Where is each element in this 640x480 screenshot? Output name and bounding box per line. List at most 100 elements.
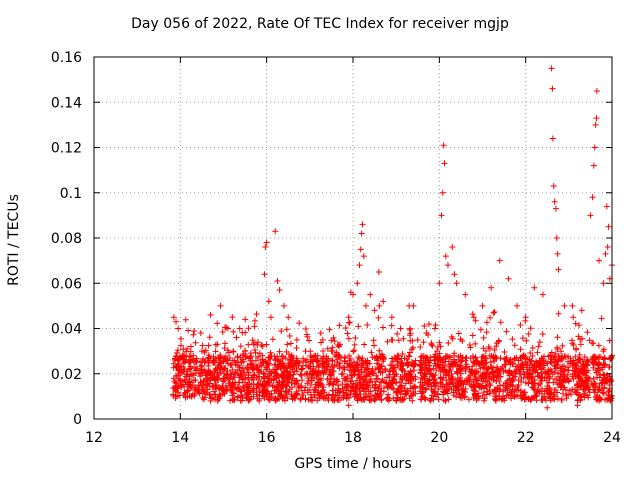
roti-point: [542, 369, 549, 376]
roti-point: [472, 317, 479, 324]
roti-point: [524, 369, 531, 376]
roti-point: [174, 357, 181, 364]
roti-point: [296, 320, 303, 327]
roti-point: [353, 391, 360, 398]
roti-point: [459, 391, 466, 398]
y-tick-label: 0.04: [51, 322, 82, 338]
roti-point: [244, 384, 251, 391]
roti-point: [417, 370, 424, 377]
roti-point: [182, 316, 189, 323]
roti-point: [279, 373, 286, 380]
roti-point: [262, 244, 269, 251]
roti-point: [348, 387, 355, 394]
roti-point: [453, 280, 460, 287]
roti-point: [478, 383, 485, 390]
roti-point: [220, 386, 227, 393]
roti-point: [432, 321, 439, 328]
roti-point: [191, 385, 198, 392]
roti-point: [403, 390, 410, 397]
roti-point: [400, 335, 407, 342]
roti-point: [277, 363, 284, 370]
roti-point: [386, 383, 393, 390]
roti-point: [265, 298, 272, 305]
roti-point: [264, 388, 271, 395]
roti-point: [541, 368, 548, 375]
roti-point: [407, 380, 414, 387]
roti-point: [345, 314, 352, 321]
roti-point: [424, 368, 431, 375]
roti-point: [336, 322, 343, 329]
roti-point: [506, 368, 513, 375]
roti-point: [187, 363, 194, 370]
roti-point: [340, 364, 347, 371]
roti-point: [274, 395, 281, 402]
roti-point: [416, 361, 423, 368]
roti-point: [368, 349, 375, 356]
roti-point: [472, 340, 479, 347]
roti-point: [376, 383, 383, 390]
roti-point: [576, 355, 583, 362]
roti-point: [214, 364, 221, 371]
roti-point: [393, 397, 400, 404]
roti-point: [525, 380, 532, 387]
roti-point: [514, 302, 521, 309]
roti-point: [523, 337, 530, 344]
roti-point: [313, 357, 320, 364]
roti-point: [434, 348, 441, 355]
roti-point: [525, 331, 532, 338]
roti-point: [449, 244, 456, 251]
roti-point: [337, 354, 344, 361]
roti-point: [485, 343, 492, 350]
roti-point: [331, 362, 338, 369]
roti-point: [569, 340, 576, 347]
roti-point: [259, 352, 266, 359]
roti-point: [345, 319, 352, 326]
roti-point: [426, 362, 433, 369]
roti-point: [258, 362, 265, 369]
roti-point: [493, 393, 500, 400]
roti-point: [293, 380, 300, 387]
roti-point: [299, 365, 306, 372]
roti-point: [351, 341, 358, 348]
roti-point: [204, 377, 211, 384]
roti-point: [224, 356, 231, 363]
roti-point: [438, 375, 445, 382]
roti-point: [340, 389, 347, 396]
roti-point: [304, 333, 311, 340]
roti-point: [483, 391, 490, 398]
x-tick-label: 18: [344, 430, 362, 446]
roti-point: [320, 384, 327, 391]
roti-point: [288, 393, 295, 400]
roti-point: [320, 361, 327, 368]
roti-point: [408, 375, 415, 382]
roti-point: [435, 363, 442, 370]
roti-point: [608, 355, 615, 362]
roti-point: [263, 239, 270, 246]
roti-point: [187, 343, 194, 350]
roti-point: [483, 383, 490, 390]
roti-point: [221, 377, 228, 384]
roti-point: [398, 383, 405, 390]
roti-point: [462, 364, 469, 371]
roti-point: [278, 381, 285, 388]
roti-point: [442, 355, 449, 362]
roti-point: [350, 348, 357, 355]
roti-point: [242, 375, 249, 382]
roti-point: [399, 351, 406, 358]
roti-point: [244, 390, 251, 397]
roti-point: [477, 326, 484, 333]
roti-point: [321, 389, 328, 396]
roti-point: [262, 363, 269, 370]
roti-point: [288, 353, 295, 360]
roti-point: [192, 377, 199, 384]
roti-point: [218, 362, 225, 369]
roti-point: [565, 377, 572, 384]
roti-point: [495, 337, 502, 344]
roti-point: [477, 374, 484, 381]
roti-point: [459, 354, 466, 361]
roti-point: [585, 383, 592, 390]
roti-point: [205, 368, 212, 375]
roti-point: [441, 160, 448, 167]
roti-point: [388, 322, 395, 329]
roti-point: [283, 388, 290, 395]
